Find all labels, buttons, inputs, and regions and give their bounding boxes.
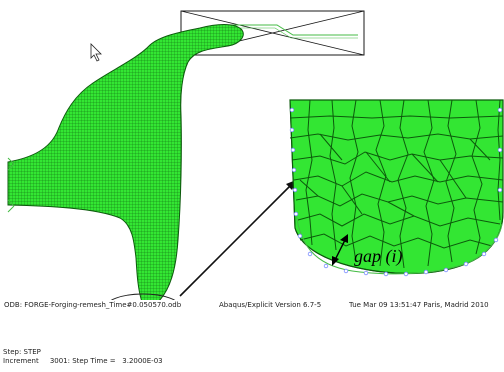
status-datetime: Tue Mar 09 13:51:47 Paris, Madrid 2010 xyxy=(349,301,489,309)
gap-measure-arrow xyxy=(332,234,348,266)
status-increment: Increment 3001: Step Time = 3.2000E-03 xyxy=(3,357,163,365)
status-odb-name: ODB: FORGE-Forging-remesh_Time#0.050570.… xyxy=(4,301,182,309)
status-step: Step: STEP xyxy=(3,348,41,356)
forged-part-mesh xyxy=(7,24,244,300)
gap-label: gap (i) xyxy=(354,246,403,267)
zoom-detail-view: gap (i) xyxy=(289,99,504,277)
status-version: Abaqus/Explicit Version 6.7-5 xyxy=(219,301,322,309)
mouse-cursor-icon xyxy=(90,43,102,62)
zoom-leader-arrow xyxy=(179,180,296,297)
viewport-canvas[interactable]: gap (i) xyxy=(0,0,504,300)
model-viewport[interactable]: gap (i) xyxy=(0,0,504,300)
status-odb-line: ODB: FORGE-Forging-remesh_Time#0.050570.… xyxy=(4,301,501,333)
gap-region-highlight xyxy=(110,293,176,300)
